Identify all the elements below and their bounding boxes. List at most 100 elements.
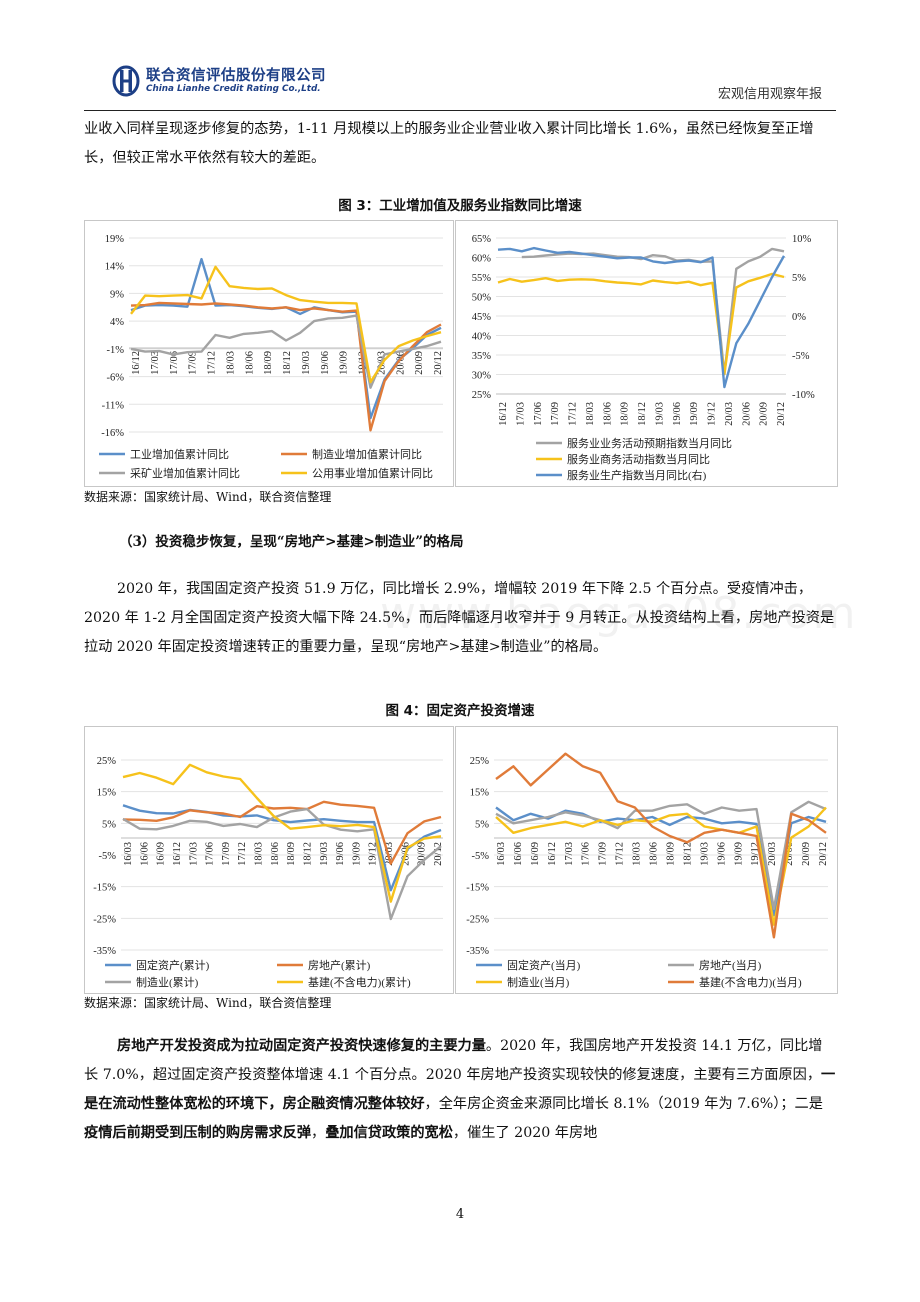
x-tick-label: 17/09 — [550, 402, 561, 426]
series-line-right — [497, 246, 786, 389]
y-tick-label: -5% — [472, 851, 490, 862]
company-logo-icon — [112, 65, 140, 97]
y-tick-label-right: -5% — [792, 351, 810, 362]
y-tick-label-right: -10% — [792, 390, 815, 401]
x-tick-label: 19/12 — [750, 842, 761, 866]
x-tick-label: 19/12 — [368, 842, 379, 866]
x-tick-label: 20/03 — [767, 842, 778, 866]
paragraph-1: 业收入同样呈现逐步修复的态势，1-11 月规模以上的服务业企业营业收入累计同比增… — [84, 121, 814, 166]
series-line- — [130, 301, 442, 432]
x-tick-label: 18/06 — [602, 402, 613, 426]
x-tick-label: 19/03 — [319, 842, 330, 866]
x-tick-label: 20/09 — [801, 842, 812, 866]
company-name-en: China Lianhe Credit Rating Co.,Ltd. — [146, 84, 321, 94]
y-tick-label: -11% — [102, 400, 125, 411]
legend-label: 制造业(当月) — [507, 975, 570, 989]
x-tick-label: 20/12 — [433, 842, 444, 866]
x-tick-label: 17/12 — [207, 351, 218, 375]
chart-fixed-asset-monthly: 25% 15% 5% -5% -15% -25% -35% 16/03 16/06 16/09 16… — [455, 726, 838, 994]
x-tick-label: 16/03 — [496, 842, 507, 866]
y-tick-label: 25% — [470, 756, 490, 767]
y-tick-label: -15% — [466, 883, 489, 894]
x-tick-label: 20/06 — [784, 842, 795, 866]
y-tick-label: -1% — [107, 345, 125, 356]
x-tick-label: 19/12 — [707, 402, 718, 426]
y-tick-label: 30% — [472, 371, 492, 382]
x-tick-label: 16/12 — [498, 402, 509, 426]
x-tick-label: 19/03 — [301, 351, 312, 375]
y-tick-label: 25% — [472, 390, 492, 401]
x-tick-label: 18/12 — [682, 842, 693, 866]
legend-label: 公用事业增加值累计同比 — [312, 466, 433, 480]
x-tick-label: 17/06 — [169, 351, 180, 375]
x-tick-label: 17/06 — [533, 402, 544, 426]
x-tick-label: 19/09 — [339, 351, 350, 375]
x-tick-label: 18/09 — [263, 351, 274, 375]
legend-label: 服务业业务活动预期指数当月同比 — [567, 436, 732, 450]
x-tick-label: 20/12 — [818, 842, 829, 866]
x-tick-label: 17/12 — [237, 842, 248, 866]
legend-label: 制造业增加值累计同比 — [312, 447, 422, 461]
x-tick-label: 18/09 — [620, 402, 631, 426]
x-tick-label: 17/03 — [564, 842, 575, 866]
x-tick-label: 18/06 — [270, 842, 281, 866]
page-number: 4 — [455, 1207, 465, 1222]
figure-4-title: 图 4：固定资产投资增速 — [385, 703, 535, 719]
paragraph-2-text: 2020 年，我国固定资产投资 51.9 万亿，同比增长 2.9%，增幅较 20… — [84, 581, 835, 655]
series-line- — [495, 806, 827, 926]
y-tick-label: 55% — [472, 273, 492, 284]
x-tick-label: 18/06 — [244, 351, 255, 375]
y-tick-label-right: 5% — [792, 273, 806, 284]
series-line- — [495, 800, 827, 910]
x-tick-label: 20/09 — [759, 402, 770, 426]
y-tick-label: 14% — [105, 262, 125, 273]
x-tick-label: 16/12 — [172, 842, 183, 866]
x-tick-label: 18/03 — [225, 351, 236, 375]
chart-service-index: 65% 60% 55% 50% 45% 40% 35% 30% 25% 10% 5% 0% -5% -10… — [455, 220, 838, 487]
y-tick-label: 19% — [105, 234, 125, 245]
x-tick-label: 17/03 — [150, 351, 161, 375]
y-tick-label: 25% — [97, 756, 117, 767]
x-tick-label: 18/06 — [649, 842, 660, 866]
y-tick-label: -35% — [466, 946, 489, 957]
x-tick-label: 20/12 — [433, 351, 444, 375]
x-tick-label: 18/12 — [282, 351, 293, 375]
series-line- — [122, 807, 442, 921]
x-tick-label: 19/09 — [689, 402, 700, 426]
legend-label: 固定资产(当月) — [507, 958, 581, 972]
paragraph-3: 房地产开发投资成为拉动固定资产投资快速修复的主要力量。2020 年，我国房地产开… — [84, 1032, 836, 1148]
legend-label: 采矿业增加值累计同比 — [130, 466, 240, 480]
series-line-left — [521, 247, 785, 376]
y-tick-label: 5% — [475, 819, 489, 830]
chart-industrial-value-added: 19% 14% 9% 4% -1% -6% -11% -16% 16/12 17/03 17/06 1… — [84, 220, 454, 487]
x-tick-label: 17/12 — [615, 842, 626, 866]
paragraph-3-text-3: ， — [311, 1125, 326, 1141]
paragraph-2: 2020 年，我国固定资产投资 51.9 万亿，同比增长 2.9%，增幅较 20… — [84, 575, 836, 662]
series-line-left — [497, 272, 785, 376]
paragraph-3-bold-3: 疫情后前期受到压制的购房需求反弹 — [84, 1125, 312, 1141]
paragraph-3-bold-2: 一是在流动性整体宽松的环境下，房企融资情况整体较好 — [84, 1067, 836, 1112]
x-tick-label: 19/03 — [654, 402, 665, 426]
paragraph-3-bold-1: 房地产开发投资成为拉动固定资产投资快速修复的主要力量 — [117, 1038, 486, 1054]
legend-label: 基建(不含电力)(累计) — [308, 975, 411, 989]
paragraph-3-text-4: ，催生了 2020 年房地 — [452, 1125, 598, 1141]
x-tick-label: 20/06 — [741, 402, 752, 426]
x-tick-label: 17/12 — [568, 402, 579, 426]
x-tick-label: 17/03 — [188, 842, 199, 866]
paragraph-3-text-2: ，全年房企资金来源同比增长 8.1%（2019 年为 7.6%）；二是 — [424, 1096, 823, 1112]
legend-label: 制造业(累计) — [136, 975, 199, 989]
x-tick-label: 20/03 — [384, 842, 395, 866]
y-tick-label: -25% — [466, 914, 489, 925]
x-tick-label: 19/06 — [320, 351, 331, 375]
legend-label: 房地产(当月) — [699, 958, 762, 972]
x-tick-label: 18/03 — [585, 402, 596, 426]
x-tick-label: 16/03 — [123, 842, 134, 866]
x-tick-label: 18/09 — [286, 842, 297, 866]
x-tick-label: 18/12 — [302, 842, 313, 866]
x-tick-label: 16/06 — [513, 842, 524, 866]
chart-fixed-asset-cumulative: 25% 15% 5% -5% -15% -25% -35% 16/03 16/06 16/09 16… — [84, 726, 454, 994]
y-tick-label: 65% — [472, 234, 492, 245]
series-line- — [130, 314, 442, 389]
x-tick-label: 20/03 — [724, 402, 735, 426]
paragraph-3-text-1: 。2020 年，我国房地产开发投资 14.1 万亿，同比增长 7.0%，超过固定… — [84, 1038, 823, 1083]
